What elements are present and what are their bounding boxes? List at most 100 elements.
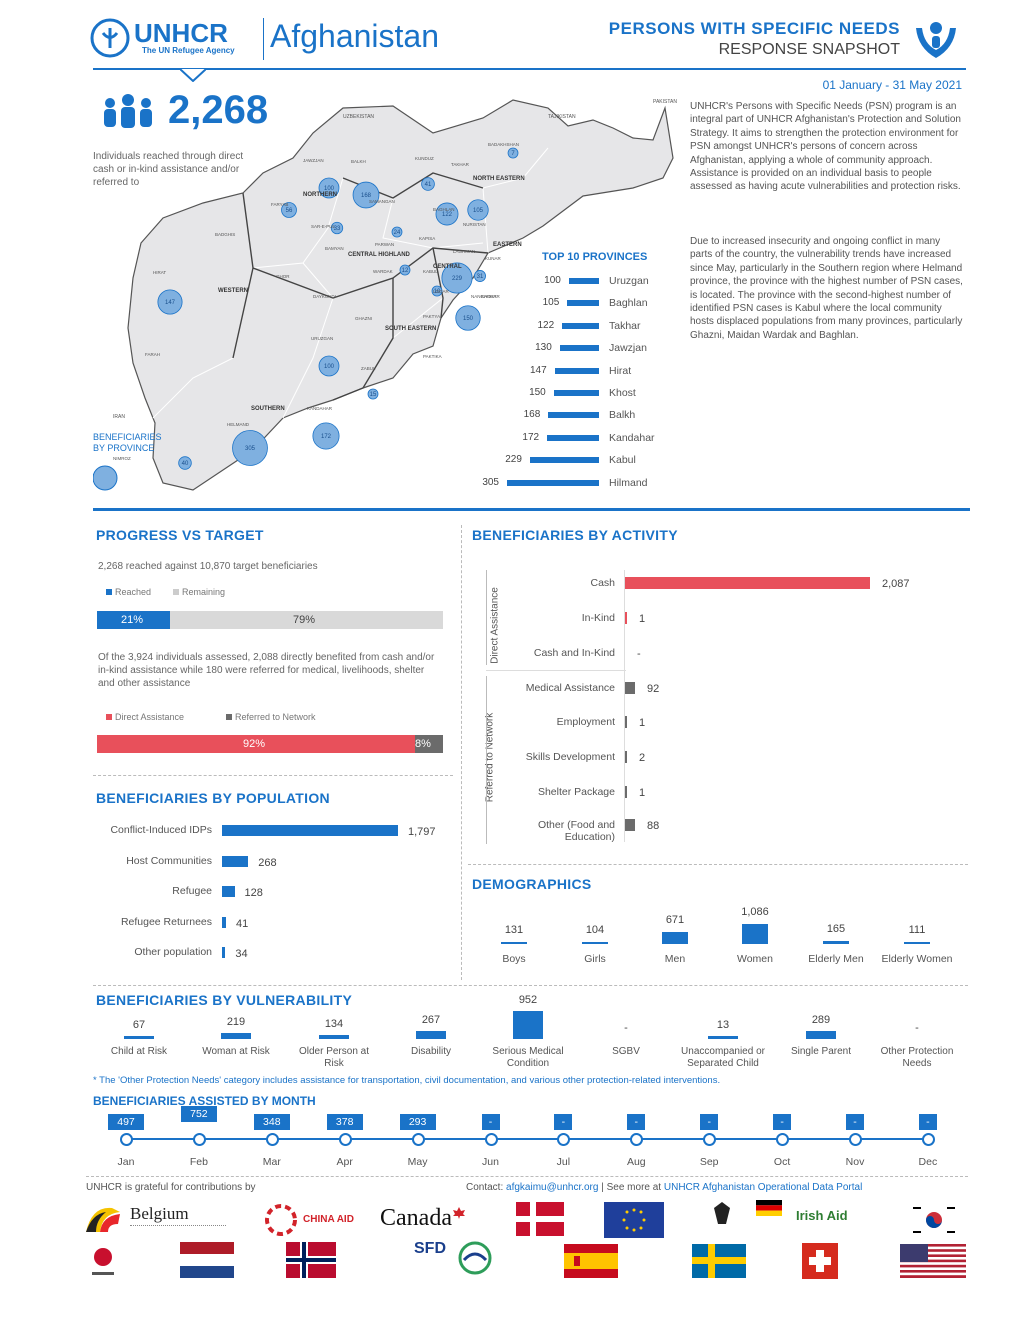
province-bubble (421, 177, 435, 191)
top10-bar (562, 322, 599, 329)
population-value: 34 (235, 948, 248, 960)
eu-flag-icon (604, 1202, 664, 1238)
donor-irish-aid: Irish Aid (796, 1208, 848, 1223)
vulnerability-value: 267 (421, 1014, 441, 1027)
vulnerability-value: 134 (324, 1018, 344, 1031)
activity-bar (625, 682, 635, 694)
province-bubble (399, 264, 411, 276)
denmark-flag-icon (516, 1202, 564, 1236)
province-bubble (455, 305, 481, 331)
activity-value: 1 (639, 613, 646, 625)
province-label: KHOST (481, 294, 497, 299)
population-title: BENEFICIARIES BY POPULATION (96, 790, 330, 806)
legend-referred-label: Referred to Network (235, 712, 316, 722)
legend-bubble (93, 465, 118, 491)
vulnerability-value: 219 (226, 1015, 246, 1028)
province-bubble (318, 355, 340, 377)
province-label: SAMANGAN (369, 199, 395, 204)
province-bubble-label: 40 (182, 461, 189, 467)
month-label: Sep (699, 1156, 719, 1168)
belgium-tagline (130, 1225, 226, 1229)
vulnerability-label: Serious Medical Condition (492, 1046, 564, 1069)
province-bubble-label: 24 (394, 230, 401, 236)
population-label: Host Communities (126, 854, 212, 867)
german-eagle-icon (714, 1202, 730, 1224)
month-label: Jul (556, 1156, 571, 1168)
month-marker (411, 1133, 425, 1146)
province-label: URUZGAN (311, 336, 333, 341)
population-label: Refugee (172, 885, 212, 897)
province-bubble-label: 172 (321, 434, 332, 440)
vulnerability-bar (708, 1036, 738, 1039)
activity-bar (625, 577, 870, 589)
activity-axis (624, 570, 625, 842)
progress-title: PROGRESS VS TARGET (96, 527, 264, 543)
demographic-value: 1,086 (741, 906, 769, 918)
population-bar (222, 886, 235, 897)
activity-value: 2 (639, 752, 646, 764)
activity-bar (625, 819, 635, 831)
top10-bar (529, 457, 599, 464)
month-marker (338, 1133, 352, 1146)
monthly-value: - (773, 1114, 792, 1130)
region-label: SOUTH EASTERN (385, 326, 436, 332)
top10-label: Takhar (609, 319, 641, 332)
month-marker (921, 1133, 935, 1146)
monthly-value: - (481, 1114, 500, 1130)
sweden-flag-icon (692, 1244, 746, 1278)
province-label: NANGARHAR (471, 294, 501, 299)
vulnerability-bar (806, 1030, 836, 1039)
map-legend-title: BENEFICIARIES BY PROVINCE (93, 432, 162, 453)
contact-email-link[interactable]: afgkaimu@unhcr.org (506, 1182, 599, 1193)
report-title: PERSONS WITH SPECIFIC NEEDS (608, 19, 900, 38)
korea-flag-icon (908, 1202, 960, 1238)
top10-bar (548, 412, 599, 419)
province-label: GHAZNI (355, 316, 372, 321)
progress-note: Of the 3,924 individuals assessed, 2,088… (98, 652, 435, 689)
top10-value: 229 (505, 454, 522, 466)
province-label: FARAH (145, 352, 160, 357)
intro-paragraph-2: Due to increased insecurity and ongoing … (690, 236, 963, 341)
region-label: CENTRAL (433, 264, 462, 270)
report-subtitle: RESPONSE SNAPSHOT (718, 41, 900, 58)
activity-label: Employment (556, 716, 615, 728)
top10-bar (567, 300, 599, 307)
month-label: May (407, 1156, 428, 1168)
province-bubble-label: 56 (286, 208, 293, 214)
month-marker (703, 1133, 717, 1146)
month-marker (557, 1133, 571, 1146)
top10-label: Baghlan (609, 297, 648, 310)
top10-label: Balkh (609, 409, 636, 422)
vulnerability-value: 67 (132, 1019, 146, 1031)
province-label: KANDAHAR (307, 406, 333, 411)
province-label: ZABUL (361, 366, 376, 371)
province-label: KUNAR (485, 256, 502, 261)
province-label: PAKTIKA (423, 354, 442, 359)
data-portal-link[interactable]: UNHCR Afghanistan Operational Data Porta… (663, 1182, 863, 1193)
province-label: LAGHMAN (453, 249, 475, 254)
demographic-bar (742, 924, 768, 944)
month-label: Nov (845, 1156, 865, 1168)
province-label: KAPISA (419, 236, 435, 241)
contact-label: Contact: (466, 1182, 504, 1193)
province-label: TAKHAR (451, 162, 470, 167)
province-bubble (318, 177, 340, 199)
vulnerability-label: Child at Risk (110, 1046, 168, 1057)
vulnerability-label: Woman at Risk (202, 1046, 270, 1057)
province-bubble-label: 305 (245, 446, 256, 452)
demographic-label: Elderly Women (881, 953, 953, 965)
divider (93, 985, 968, 986)
province-label: BADGHIS (215, 232, 235, 237)
header-divider (263, 18, 264, 60)
progress-bar-reached (97, 611, 170, 629)
vulnerability-value: 289 (811, 1013, 831, 1026)
footer-contact: Contact: afgkaimu@unhcr.org | See more a… (466, 1182, 862, 1193)
norway-flag-icon (286, 1242, 336, 1278)
demographic-label: Girls (584, 953, 606, 965)
legend-reached: Reached (106, 587, 151, 597)
top10-value: 122 (537, 319, 555, 331)
vulnerability-value: 952 (518, 994, 538, 1006)
monthly-value: 378 (326, 1114, 363, 1130)
top10-label: Jawzjan (609, 342, 647, 355)
afghanistan-map: 100 168 41 122 7 56 105 24 33 147 229 150 31 100 305 17… (93, 99, 677, 491)
